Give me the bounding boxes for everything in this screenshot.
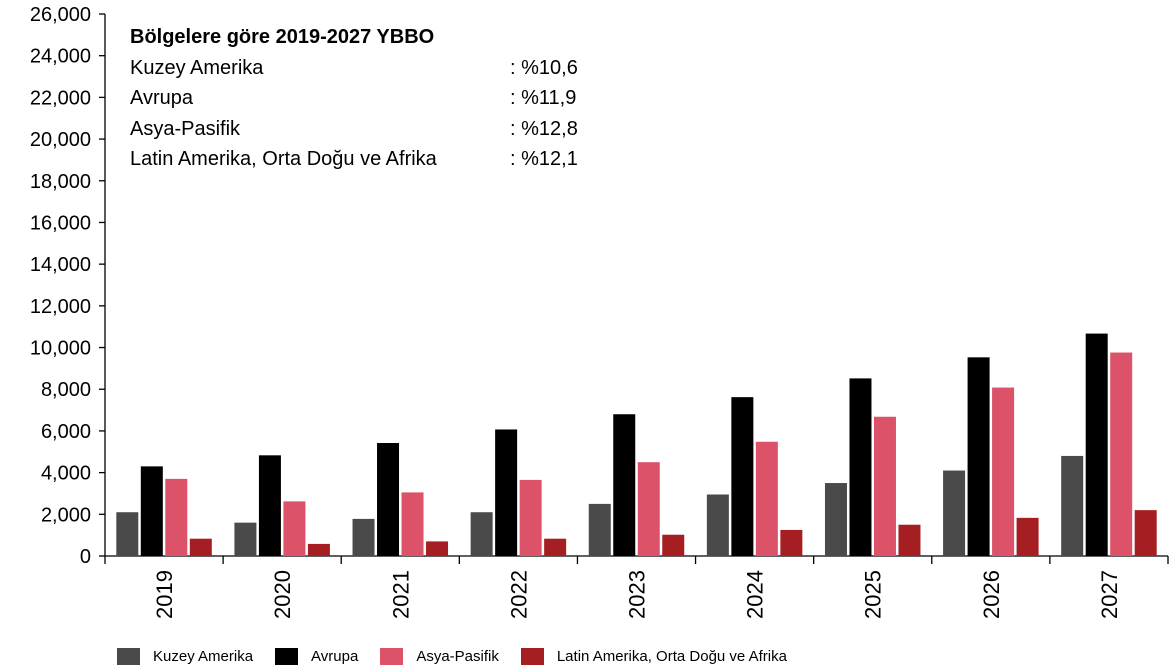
annotation-row: Kuzey Amerika : %10,6	[130, 53, 578, 84]
bar	[401, 492, 424, 556]
legend-swatch	[520, 648, 544, 665]
y-tick-label: 4,000	[41, 463, 91, 485]
bar	[495, 429, 518, 556]
x-tick-label: 2026	[979, 570, 1004, 619]
bar	[519, 479, 542, 556]
x-tick-label: 2020	[270, 570, 295, 619]
annotation-title: Bölgelere göre 2019-2027 YBBO	[130, 26, 435, 48]
bar	[637, 462, 660, 556]
bar	[470, 512, 493, 556]
legend-item: Latin Amerika, Orta Doğu ve Afrika	[520, 648, 787, 665]
bar	[943, 470, 966, 556]
bar	[426, 541, 449, 556]
bar	[1016, 517, 1039, 556]
x-tick-label: 2024	[743, 570, 768, 619]
bar	[662, 534, 685, 556]
legend-item: Asya-Pasifik	[380, 648, 499, 665]
y-tick-label: 22,000	[30, 87, 91, 109]
legend-label: Avrupa	[311, 648, 359, 665]
bar	[731, 397, 754, 556]
bar	[755, 441, 778, 556]
bar	[824, 483, 847, 556]
y-tick-label: 20,000	[30, 129, 91, 151]
bar	[140, 466, 163, 556]
y-tick-label: 8,000	[41, 379, 91, 401]
bar	[588, 503, 611, 556]
annotation-row-name: Avrupa	[130, 87, 194, 109]
annotation-row: Avrupa : %11,9	[130, 83, 578, 114]
annotation-row-name: Kuzey Amerika	[130, 56, 264, 79]
bar	[116, 512, 139, 556]
bar	[898, 524, 921, 556]
bar	[307, 543, 330, 556]
legend-item: Avrupa	[275, 648, 358, 665]
annotation-row: Latin Amerika, Orta Doğu ve Afrika : %12…	[130, 144, 578, 175]
bar	[377, 443, 400, 556]
chart-legend: Kuzey Amerika Avrupa Asya-Pasifik Latin …	[117, 648, 809, 665]
legend-swatch	[117, 648, 140, 665]
legend-swatch	[380, 648, 404, 665]
x-tick-label: 2025	[861, 570, 886, 619]
y-tick-label: 26,000	[30, 4, 91, 26]
bar	[780, 529, 803, 556]
cagr-annotation: Bölgelere göre 2019-2027 YBBO Kuzey Amer…	[130, 22, 578, 175]
y-tick-label: 0	[80, 546, 91, 568]
legend-label: Latin Amerika, Orta Doğu ve Afrika	[556, 648, 787, 665]
annotation-row: Asya-Pasifik : %12,8	[130, 114, 578, 145]
bar	[967, 357, 990, 556]
bar	[189, 538, 212, 556]
legend-label: Kuzey Amerika	[153, 648, 254, 665]
bar	[234, 522, 257, 556]
bar	[992, 387, 1015, 556]
y-tick-label: 14,000	[30, 254, 91, 276]
bar	[849, 378, 872, 556]
bar	[544, 538, 567, 556]
bar	[1110, 352, 1133, 556]
bar	[1061, 455, 1084, 556]
annotation-row-value: : %10,6	[510, 56, 578, 79]
legend-swatch	[275, 648, 299, 665]
annotation-row-name: Asya-Pasifik	[130, 117, 241, 140]
y-tick-label: 2,000	[41, 504, 91, 526]
bar	[613, 414, 636, 556]
y-tick-label: 18,000	[30, 171, 91, 193]
annotation-row-value: : %11,9	[510, 87, 577, 109]
bar	[873, 416, 896, 556]
legend-label: Asya-Pasifik	[416, 648, 499, 665]
bar	[352, 518, 375, 556]
bar	[1134, 510, 1157, 556]
x-tick-label: 2021	[388, 570, 413, 619]
bar	[706, 494, 729, 556]
legend-item: Kuzey Amerika	[117, 648, 253, 665]
annotation-row-value: : %12,1	[510, 148, 578, 170]
bar	[165, 478, 188, 556]
x-tick-label: 2019	[152, 570, 177, 619]
y-tick-label: 24,000	[30, 46, 91, 68]
bar	[1085, 333, 1108, 556]
y-tick-label: 10,000	[30, 338, 91, 360]
x-tick-label: 2027	[1097, 570, 1122, 619]
x-tick-label: 2023	[625, 570, 650, 619]
bar	[258, 455, 281, 556]
y-tick-label: 12,000	[30, 296, 91, 318]
y-tick-label: 16,000	[30, 212, 91, 234]
x-tick-label: 2022	[506, 570, 531, 619]
annotation-row-value: : %12,8	[510, 117, 578, 140]
bar	[283, 501, 306, 556]
y-tick-label: 6,000	[41, 421, 91, 443]
annotation-row-name: Latin Amerika, Orta Doğu ve Afrika	[130, 148, 437, 170]
